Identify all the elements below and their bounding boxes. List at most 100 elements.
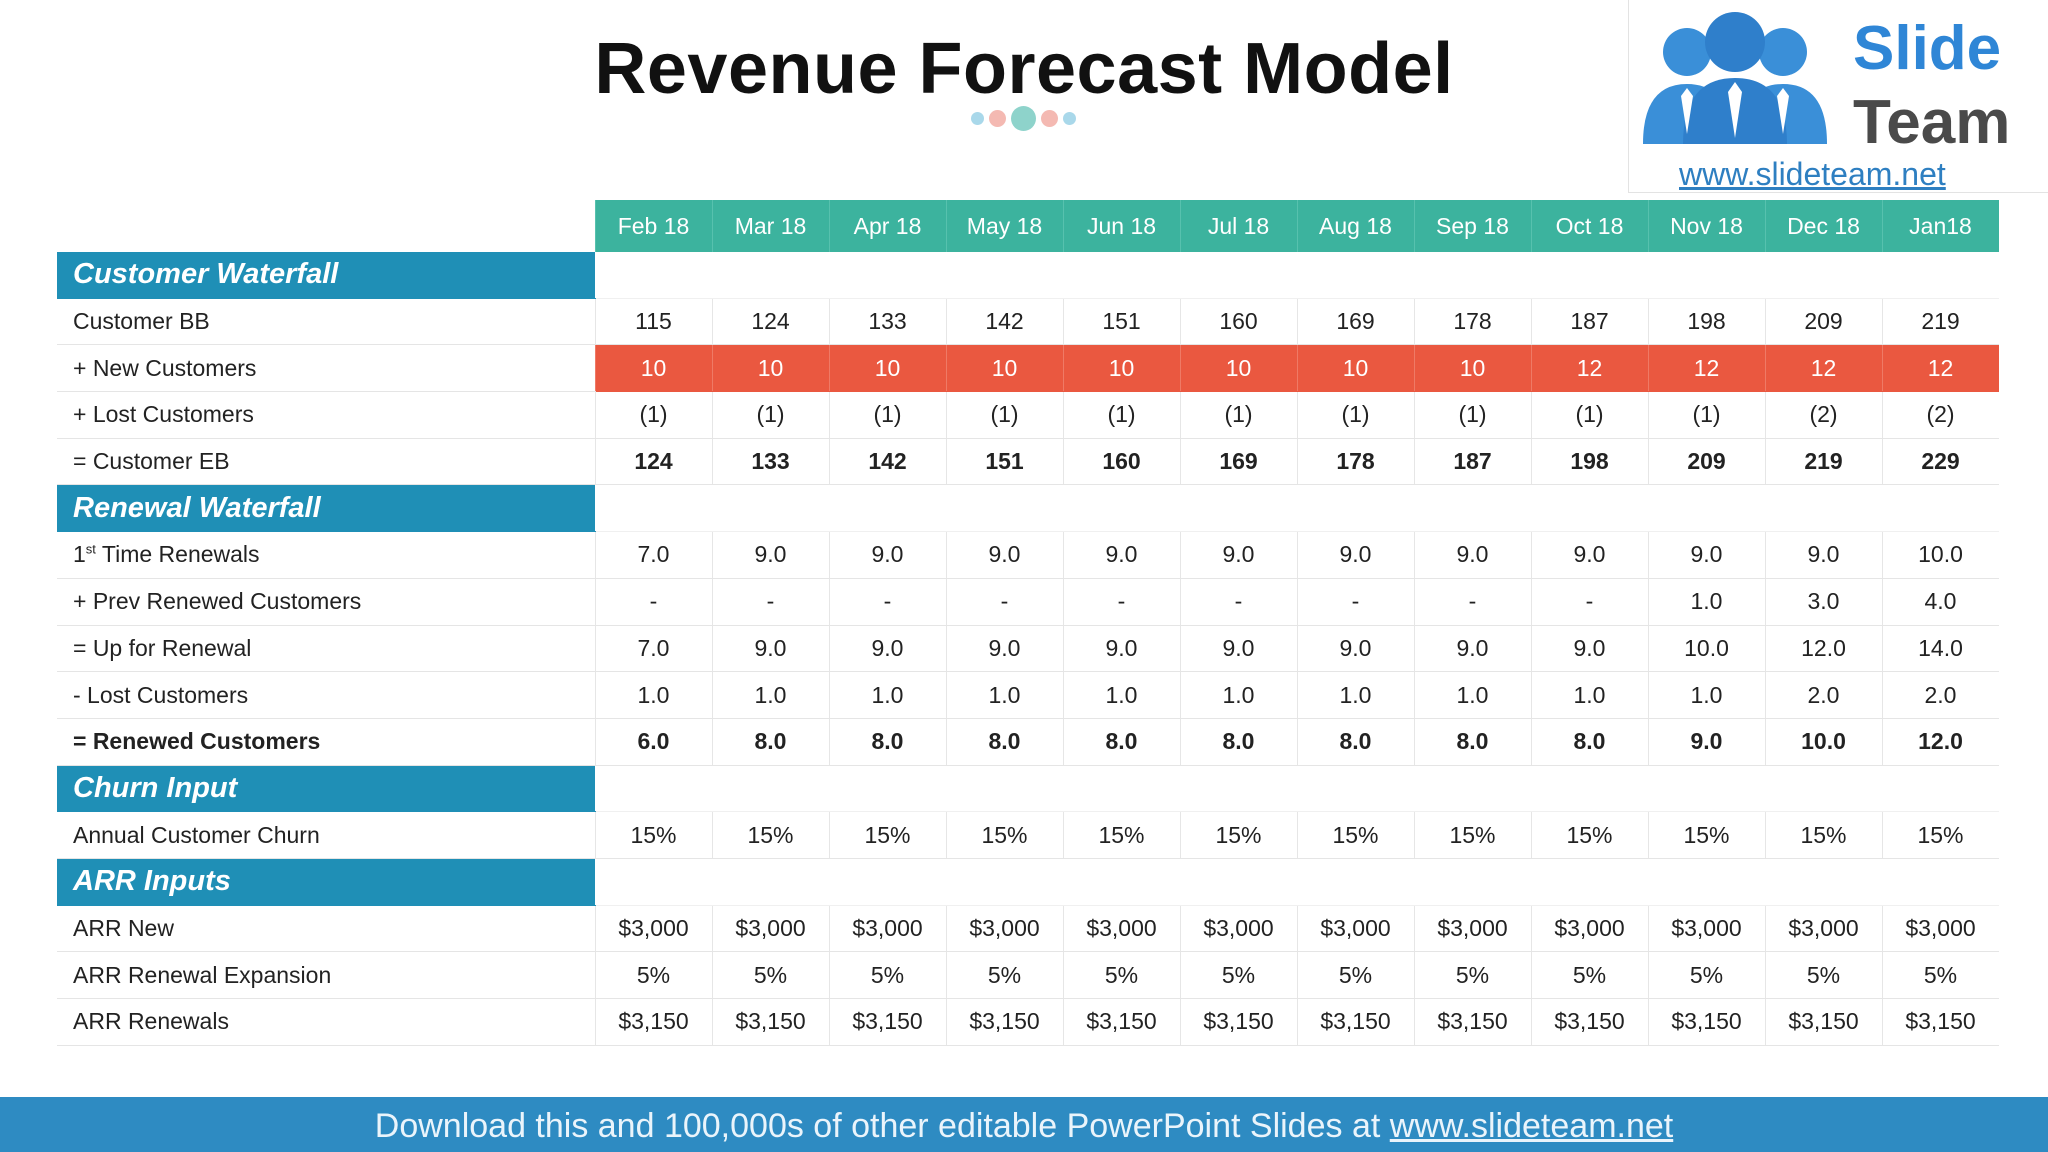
value-cell: 9.0 bbox=[1062, 625, 1180, 673]
table-row: + Lost Customers (1) (1) (1) (1) (1) (1) (1) (1)… bbox=[57, 391, 1999, 439]
value-cell: 10 bbox=[828, 344, 946, 393]
title-decoration-dots bbox=[0, 106, 2048, 131]
value-cell: $3,000 bbox=[1647, 905, 1765, 953]
value-cell: 10 bbox=[1179, 344, 1297, 393]
value-cell: 9.0 bbox=[1413, 625, 1531, 673]
value-cell: 10 bbox=[1296, 344, 1414, 393]
value-cell: 8.0 bbox=[711, 718, 829, 766]
month-header-row: Feb 18 Mar 18 Apr 18 May 18 Jun 18 Jul 18 Aug … bbox=[57, 200, 1999, 252]
table-row: = Customer EB 124 133 142 151 160 169 178 187 198… bbox=[57, 438, 1999, 486]
value-cell: $3,000 bbox=[1530, 905, 1648, 953]
value-cell: $3,150 bbox=[594, 998, 712, 1046]
value-cell: 209 bbox=[1764, 298, 1882, 346]
value-cell: 7.0 bbox=[594, 531, 712, 579]
value-cell: 12.0 bbox=[1764, 625, 1882, 673]
value-cell: 9.0 bbox=[1296, 625, 1414, 673]
value-cell: $3,150 bbox=[828, 998, 946, 1046]
section-title: Churn Input bbox=[57, 765, 595, 813]
value-cell: 5% bbox=[1062, 951, 1180, 999]
table-row: Annual Customer Churn 15% 15% 15% 15% 15% 15% 1… bbox=[57, 811, 1999, 859]
value-cell: 8.0 bbox=[1062, 718, 1180, 766]
table-row: ARR Renewal Expansion 5% 5% 5% 5% 5% 5% 5% 5% 5% 5… bbox=[57, 951, 1999, 999]
value-cell: (1) bbox=[945, 391, 1063, 439]
value-cell: (1) bbox=[711, 391, 829, 439]
month-header-cell: Mar 18 bbox=[711, 200, 829, 252]
value-cell: $3,000 bbox=[1881, 905, 1999, 953]
row-label: + New Customers bbox=[57, 344, 595, 393]
people-group-icon bbox=[1643, 12, 1827, 144]
value-cell: 12.0 bbox=[1881, 718, 1999, 766]
logo-url-link[interactable]: www.slideteam.net bbox=[1679, 156, 1946, 192]
table-row: ARR Renewals $3,150 $3,150 $3,150 $3,150 $3,1… bbox=[57, 998, 1999, 1046]
value-cell: 15% bbox=[828, 811, 946, 859]
value-cell: 8.0 bbox=[945, 718, 1063, 766]
value-cell: 160 bbox=[1062, 438, 1180, 486]
value-cell: 9.0 bbox=[711, 625, 829, 673]
value-cell: $3,150 bbox=[1647, 998, 1765, 1046]
value-cell: 2.0 bbox=[1881, 671, 1999, 719]
value-cell: $3,000 bbox=[945, 905, 1063, 953]
value-cell: 9.0 bbox=[828, 531, 946, 579]
value-cell: 15% bbox=[1179, 811, 1297, 859]
value-cell: $3,150 bbox=[945, 998, 1063, 1046]
value-cell: 198 bbox=[1647, 298, 1765, 346]
value-cell: - bbox=[828, 578, 946, 626]
value-cell: 15% bbox=[945, 811, 1063, 859]
footer-link[interactable]: www.slideteam.net bbox=[1389, 1107, 1674, 1145]
value-cell: 9.0 bbox=[1296, 531, 1414, 579]
value-cell: 5% bbox=[594, 951, 712, 999]
value-cell: 8.0 bbox=[1296, 718, 1414, 766]
value-cell: 9.0 bbox=[828, 625, 946, 673]
table-row: ARR New $3,000 $3,000 $3,000 $3,000 $3,000 $3,… bbox=[57, 905, 1999, 953]
value-cell: 151 bbox=[945, 438, 1063, 486]
row-label: + Prev Renewed Customers bbox=[57, 578, 595, 626]
value-cell: 133 bbox=[828, 298, 946, 346]
section-title: Renewal Waterfall bbox=[57, 484, 595, 533]
logo-word-team: Team bbox=[1853, 88, 2011, 157]
section-spacer bbox=[595, 484, 1999, 533]
value-cell: - bbox=[1530, 578, 1648, 626]
value-cell: 15% bbox=[1296, 811, 1414, 859]
section-header-row: ARR Inputs bbox=[57, 858, 1999, 906]
month-header-cell: Aug 18 bbox=[1296, 200, 1414, 252]
value-cell: 12 bbox=[1764, 344, 1882, 393]
value-cell: 115 bbox=[594, 298, 712, 346]
value-cell: - bbox=[1296, 578, 1414, 626]
value-cell: $3,150 bbox=[1296, 998, 1414, 1046]
value-cell: 9.0 bbox=[1179, 531, 1297, 579]
value-cell: 9.0 bbox=[1530, 625, 1648, 673]
row-label: = Up for Renewal bbox=[57, 625, 595, 673]
value-cell: (1) bbox=[1647, 391, 1765, 439]
value-cell: 198 bbox=[1530, 438, 1648, 486]
value-cell: 10 bbox=[1062, 344, 1180, 393]
row-label: = Customer EB bbox=[57, 438, 595, 486]
value-cell: $3,000 bbox=[1413, 905, 1531, 953]
value-cell: 219 bbox=[1764, 438, 1882, 486]
value-cell: 124 bbox=[711, 298, 829, 346]
section-header-row: Renewal Waterfall bbox=[57, 484, 1999, 533]
value-cell: (1) bbox=[828, 391, 946, 439]
value-cell: $3,000 bbox=[1296, 905, 1414, 953]
row-label: Annual Customer Churn bbox=[57, 811, 595, 859]
value-cell: 12 bbox=[1530, 344, 1648, 393]
month-header-cell: Nov 18 bbox=[1647, 200, 1765, 252]
value-cell: 15% bbox=[711, 811, 829, 859]
value-cell: 8.0 bbox=[828, 718, 946, 766]
value-cell: 1.0 bbox=[1647, 671, 1765, 719]
row-label: + Lost Customers bbox=[57, 391, 595, 439]
month-header-cell: May 18 bbox=[945, 200, 1063, 252]
value-cell: (1) bbox=[594, 391, 712, 439]
value-cell: 8.0 bbox=[1179, 718, 1297, 766]
value-cell: 2.0 bbox=[1764, 671, 1882, 719]
value-cell: 10 bbox=[1413, 344, 1531, 393]
value-cell: - bbox=[711, 578, 829, 626]
section-spacer bbox=[595, 858, 1999, 906]
section-title: ARR Inputs bbox=[57, 858, 595, 906]
value-cell: 5% bbox=[1647, 951, 1765, 999]
value-cell: $3,000 bbox=[711, 905, 829, 953]
value-cell: 9.0 bbox=[1647, 531, 1765, 579]
value-cell: - bbox=[1413, 578, 1531, 626]
value-cell: 1.0 bbox=[945, 671, 1063, 719]
row-label-superscript: st bbox=[85, 541, 96, 557]
table-row: = Renewed Customers 6.0 8.0 8.0 8.0 8.0 8.0 8.0… bbox=[57, 718, 1999, 766]
